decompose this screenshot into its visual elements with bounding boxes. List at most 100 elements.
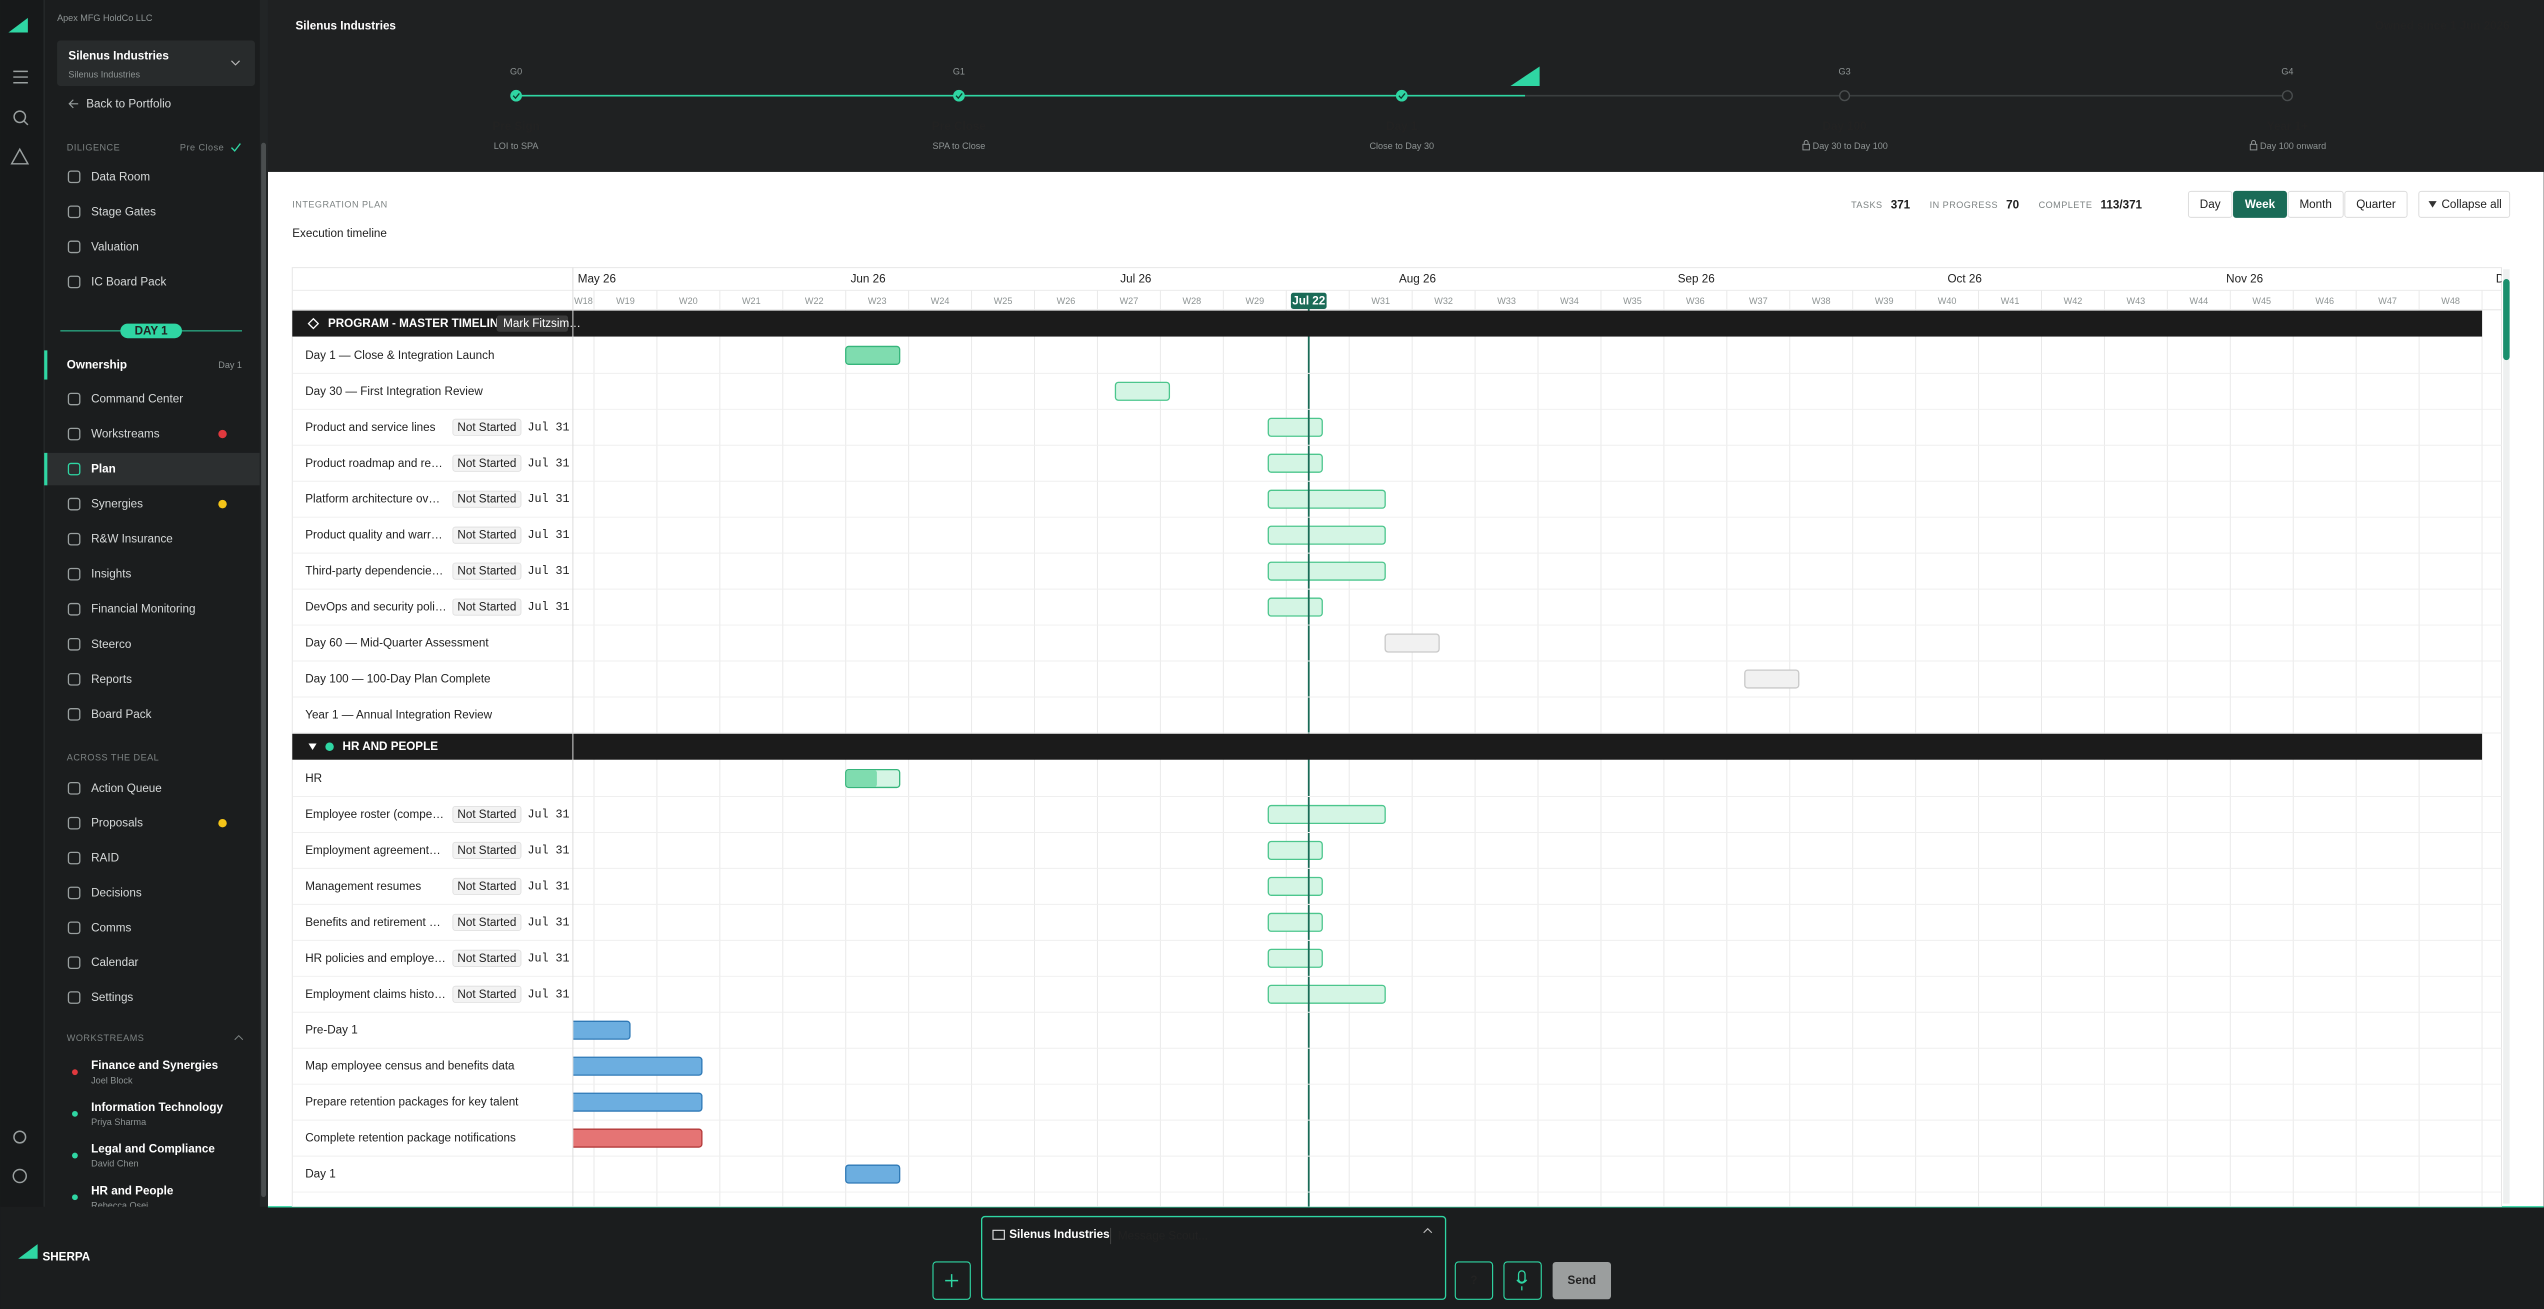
status-label: Not Started (457, 493, 516, 506)
nav-item[interactable]: RAID (91, 852, 119, 865)
send-button[interactable] (1552, 1261, 1612, 1300)
search-icon[interactable] (13, 110, 27, 124)
view-label[interactable]: Day (2200, 198, 2221, 211)
view-label[interactable]: Week (2245, 198, 2276, 211)
task-name[interactable]: Year 1 — Annual Integration Review (305, 708, 492, 721)
nav-item[interactable]: Calendar (91, 956, 138, 969)
month-label: Aug 26 (1399, 272, 1436, 285)
nav-item[interactable]: Board Pack (91, 708, 151, 721)
task-name[interactable]: Day 1 — Close & Integration Launch (305, 349, 494, 362)
task-name[interactable]: Employment claims histo… (305, 988, 446, 1001)
view-label[interactable]: Month (2299, 198, 2331, 211)
task-name[interactable]: Third-party dependencie… (305, 565, 443, 578)
nav-item[interactable]: Comms (91, 921, 131, 934)
task-bar[interactable] (1267, 525, 1386, 545)
task-name[interactable]: Benefits and retirement … (305, 916, 440, 929)
nav-item[interactable]: Data Room (91, 170, 150, 183)
task-name[interactable]: Product quality and warr… (305, 529, 442, 542)
task-name[interactable]: Prepare retention packages for key talen… (305, 1096, 519, 1109)
nav-item[interactable]: Synergies (91, 498, 143, 511)
workstream-name[interactable]: Information Technology (91, 1101, 223, 1114)
task-bar[interactable] (1267, 417, 1323, 437)
task-bar[interactable] (1267, 453, 1323, 473)
alert-icon[interactable] (10, 147, 30, 165)
task-bar[interactable] (1267, 597, 1323, 617)
view-label[interactable]: Quarter (2356, 198, 2396, 211)
help-label[interactable]: ? (1470, 1274, 1477, 1287)
task-bar[interactable] (1267, 804, 1386, 825)
task-name[interactable]: Product roadmap and re… (305, 457, 442, 470)
task-bar[interactable] (1267, 876, 1323, 896)
chat-input[interactable] (981, 1215, 1447, 1300)
task-name[interactable]: Employee roster (compe… (305, 808, 444, 821)
task-name[interactable]: Day 30 — First Integration Review (305, 385, 483, 398)
expand-icon[interactable] (1423, 1227, 1433, 1234)
nav-item[interactable]: Reports (91, 673, 132, 686)
view-button[interactable] (2344, 190, 2408, 218)
workstream-name[interactable]: Finance and Synergies (91, 1059, 218, 1072)
nav-item[interactable]: IC Board Pack (91, 275, 166, 288)
task-bar[interactable] (1384, 633, 1440, 653)
nav-item[interactable]: Financial Monitoring (91, 603, 195, 616)
task-name[interactable]: Day 1 (305, 1168, 335, 1181)
back-link[interactable]: Back to Portfolio (86, 97, 171, 110)
menu-icon[interactable] (13, 70, 28, 84)
view-button[interactable] (2287, 190, 2344, 218)
task-bar[interactable] (845, 345, 901, 365)
task-bar[interactable] (1267, 561, 1386, 581)
workstream-name[interactable]: Legal and Compliance (91, 1143, 215, 1156)
task-name[interactable]: HR (305, 772, 322, 785)
workstream-name[interactable]: HR and People (91, 1184, 174, 1197)
view-button[interactable] (2233, 190, 2287, 218)
task-bar[interactable] (1267, 840, 1323, 861)
nav-item[interactable]: Stage Gates (91, 205, 156, 218)
mic-button[interactable] (1503, 1261, 1542, 1300)
task-name[interactable]: Management resumes (305, 880, 421, 893)
nav-item[interactable]: Valuation (91, 240, 139, 253)
task-bar[interactable] (1267, 489, 1386, 509)
task-bar[interactable] (1267, 984, 1386, 1004)
settings-icon[interactable] (13, 1130, 27, 1144)
nav-item[interactable]: Action Queue (91, 782, 162, 795)
task-name[interactable]: Product and service lines (305, 421, 435, 434)
task-bar[interactable] (1267, 948, 1323, 968)
task-bar[interactable] (1267, 912, 1323, 932)
week-label: W48 (2441, 296, 2460, 306)
task-name[interactable]: Platform architecture ov… (305, 493, 440, 506)
help-button[interactable] (1454, 1261, 1494, 1300)
task-bar[interactable] (567, 1020, 631, 1040)
task-name[interactable]: Complete retention package notifications (305, 1132, 516, 1145)
nav-item[interactable]: Workstreams (91, 428, 160, 441)
nav-item[interactable]: R&W Insurance (91, 533, 173, 546)
task-bar[interactable] (567, 1056, 703, 1076)
company-sub: Silenus Industries (68, 70, 140, 80)
nav-item[interactable]: Steerco (91, 638, 131, 651)
nav-item[interactable]: Insights (91, 568, 131, 581)
sidebar: Apex MFG HoldCo LLC Silenus Industries Sil… (44, 13, 260, 1207)
task-name[interactable]: Map employee census and benefits data (305, 1060, 515, 1073)
company-selector[interactable] (57, 40, 255, 86)
collapse-label[interactable]: Collapse all (2442, 198, 2502, 211)
task-bar[interactable] (567, 1128, 703, 1148)
task-bar[interactable] (1744, 669, 1800, 689)
nav-item[interactable]: Command Center (91, 393, 183, 406)
nav-item[interactable]: Proposals (91, 817, 143, 830)
task-name[interactable]: Day 60 — Mid-Quarter Assessment (305, 637, 489, 650)
task-name[interactable]: DevOps and security poli… (305, 601, 446, 614)
task-name[interactable]: Day 100 — 100-Day Plan Complete (305, 673, 490, 686)
task-bar[interactable] (1114, 381, 1171, 401)
nav-icon (67, 921, 81, 935)
nav-item[interactable]: Decisions (91, 886, 142, 899)
task-bar[interactable] (567, 1092, 703, 1112)
help-icon[interactable] (12, 1168, 27, 1184)
task-name[interactable]: HR policies and employe… (305, 952, 446, 965)
send-label[interactable]: Send (1568, 1274, 1597, 1287)
nav-item[interactable]: Plan (91, 463, 116, 476)
nav-item[interactable]: Settings (91, 991, 133, 1004)
collapse-button[interactable] (2418, 190, 2511, 218)
group-dot (325, 742, 334, 751)
task-name[interactable]: Pre-Day 1 (305, 1024, 357, 1037)
task-name[interactable]: Employment agreement… (305, 844, 440, 857)
task-bar[interactable] (845, 1164, 901, 1184)
view-button[interactable] (2187, 190, 2233, 218)
